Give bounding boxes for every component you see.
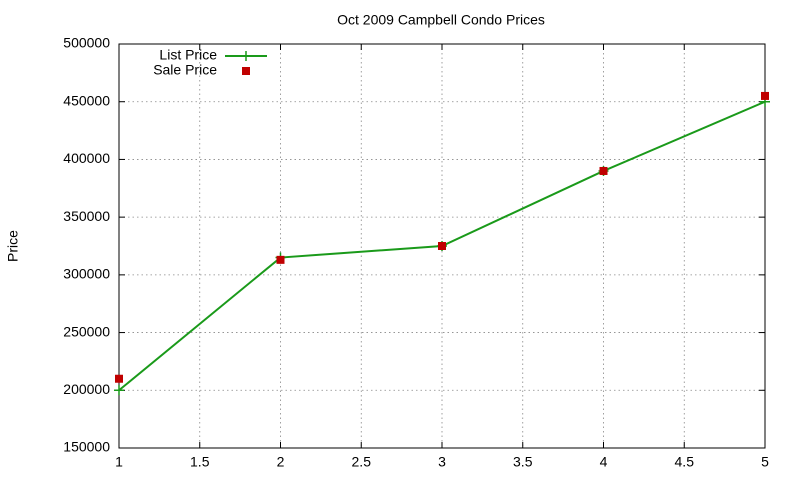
legend-label: Sale Price [153,62,217,78]
x-tick-label: 1 [115,454,123,470]
point-marker [114,385,124,396]
x-tick-label: 2 [277,454,285,470]
y-tick-label: 350000 [63,208,110,224]
y-tick-label: 500000 [63,35,110,51]
plot-frame [118,43,766,449]
point-marker [276,255,285,264]
x-tick-label: 4 [600,454,608,470]
x-tick-label: 3.5 [513,454,533,470]
legend-marker [241,51,251,61]
legend-marker [242,67,250,75]
point-marker [438,242,446,250]
point-marker [761,91,769,100]
point-marker [599,166,608,175]
x-tick-label: 2.5 [352,454,372,470]
x-tick-label: 4.5 [675,454,695,470]
y-tick-label: 300000 [63,266,110,282]
x-tick-label: 1.5 [190,454,210,470]
x-tick-label: 5 [761,454,769,470]
x-tick-label: 3 [438,454,446,470]
point-marker [115,374,123,383]
y-axis-label: Price [5,230,21,262]
y-tick-label: 150000 [63,439,110,455]
chart-title: Oct 2009 Campbell Condo Prices [337,12,545,28]
y-tick-label: 250000 [63,323,110,339]
legend-label: List Price [159,47,217,63]
y-tick-label: 450000 [63,92,110,108]
y-tick-label: 400000 [63,150,110,166]
y-tick-label: 200000 [63,381,110,397]
